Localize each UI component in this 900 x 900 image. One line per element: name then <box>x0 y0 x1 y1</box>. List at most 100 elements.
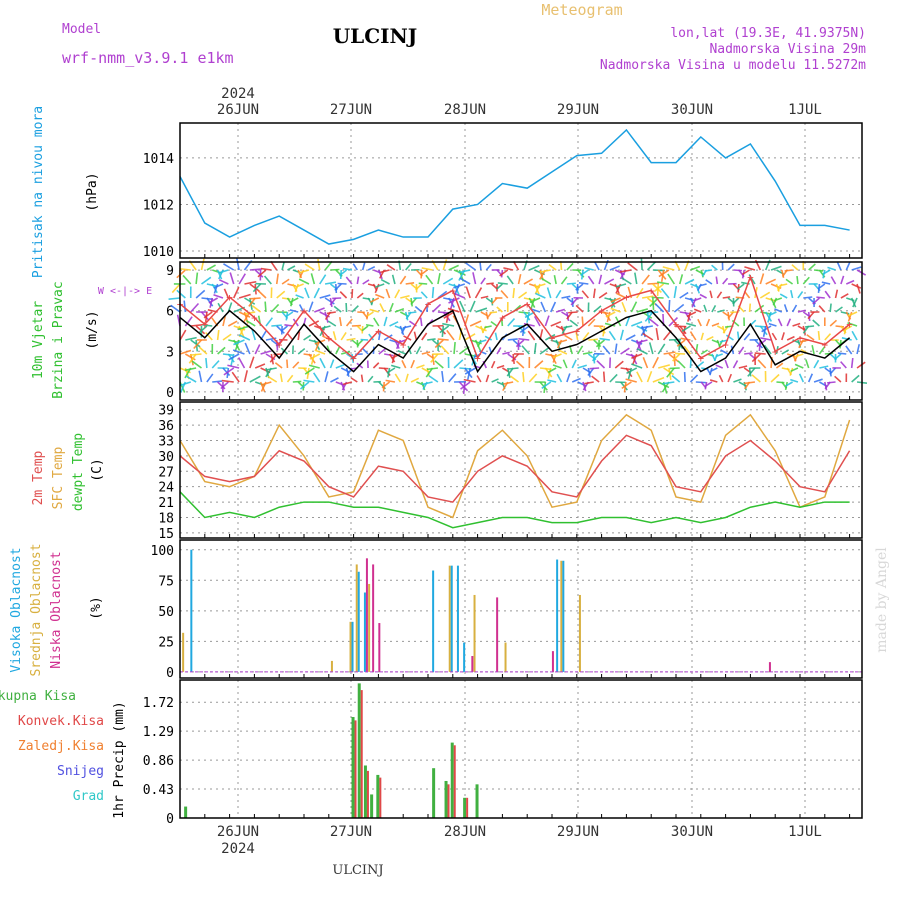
wind-arrow <box>584 381 594 385</box>
wind-arrow <box>391 353 396 364</box>
wind-arrow <box>249 375 261 383</box>
wind-arrow <box>190 302 200 313</box>
wind-arrow <box>773 297 783 302</box>
wind-arrow <box>188 353 197 364</box>
wind-arrow <box>614 283 620 295</box>
wind-arrow <box>711 304 717 313</box>
wind-arrow <box>813 359 820 369</box>
cloud-high-bar <box>556 559 559 672</box>
wind-arrow <box>404 373 409 383</box>
wind-arrow <box>322 335 331 341</box>
wind-arrow <box>834 375 842 383</box>
wind-arrow <box>744 352 753 355</box>
wind-arrow <box>620 347 630 355</box>
wind-arrow <box>441 325 445 338</box>
wind-arrow <box>292 380 302 383</box>
wind-arrow <box>550 320 562 327</box>
wind-arrow <box>314 349 326 355</box>
model-elevation-text: Nadmorska Visina u modelu 11.5272m <box>600 58 866 73</box>
wind-gust-line-marker: + <box>449 284 456 297</box>
temp-dew-label: dewpt Temp <box>71 433 86 511</box>
wind-arrow <box>459 300 466 313</box>
wind-arrow <box>652 356 659 369</box>
wind-gust-line-marker: + <box>772 345 779 358</box>
precip-total-bar <box>475 784 479 818</box>
wind-arrow <box>522 371 525 383</box>
wind-arrow <box>751 374 761 383</box>
wind-arrow <box>619 269 632 273</box>
wind-arrow <box>598 291 608 299</box>
wind-arrow <box>233 339 245 346</box>
y-tick-label: 100 <box>151 544 174 559</box>
wind-arrow <box>432 339 442 348</box>
wind-arrow <box>394 307 405 313</box>
wind-arrow <box>310 353 316 365</box>
wind-arrow <box>533 316 541 327</box>
wind-arrow <box>705 318 711 327</box>
wind-arrow <box>560 276 568 285</box>
wind-arrow <box>430 353 439 363</box>
wind-arrow <box>380 269 390 274</box>
wind-arrow <box>313 339 321 351</box>
wind-arrow <box>220 381 229 390</box>
wind-arrow <box>410 377 420 383</box>
wind-arrow <box>431 286 435 299</box>
wind-arrow <box>518 291 528 299</box>
wind-gust-line-marker: + <box>201 318 208 331</box>
wind-arrow <box>765 311 773 322</box>
wind-arrow <box>821 281 831 285</box>
y-tick-label: 39 <box>158 404 174 419</box>
wind-arrow <box>434 339 444 349</box>
wind-arrow <box>689 297 696 308</box>
cloud-low-bar <box>768 662 771 672</box>
wind-arrow <box>281 278 290 285</box>
wind-arrow <box>503 267 514 271</box>
wind-arrow <box>259 381 266 393</box>
wind-arrow <box>591 375 600 383</box>
wind-arrow <box>566 373 571 383</box>
wind-arrow <box>754 304 765 313</box>
wind-arrow <box>198 325 208 334</box>
wind-arrow <box>547 367 552 379</box>
wind-arrow <box>446 329 455 341</box>
wind-arrow <box>480 277 486 285</box>
wind-arrow <box>641 274 650 285</box>
wind-arrow <box>829 367 832 377</box>
wind-arrow <box>631 363 643 369</box>
wind-arrow <box>552 353 557 363</box>
wind-arrow <box>385 379 396 383</box>
wind-arrow <box>251 329 256 341</box>
wind-arrow <box>813 378 823 383</box>
wind-arrow <box>662 266 675 271</box>
wind-arrow <box>232 349 245 355</box>
wind-arrow <box>604 278 615 285</box>
wind-arrow <box>474 287 483 299</box>
wind-arrow <box>805 325 815 328</box>
wind-arrow <box>689 331 697 341</box>
wind-arrow <box>684 278 695 285</box>
wind-arrow <box>738 346 745 355</box>
wind-arrow <box>709 290 713 299</box>
wind-arrow <box>378 347 387 355</box>
wind-arrow <box>309 353 321 360</box>
wind-arrow <box>568 311 578 314</box>
wind-arrow <box>254 269 264 278</box>
model-name: wrf-nmm_v3.9.1 e1km <box>62 49 234 67</box>
wind-arrow <box>168 297 181 300</box>
wind-arrow <box>693 308 702 313</box>
wind-arrow <box>527 330 536 341</box>
wind-arrow <box>507 318 516 327</box>
wind-arrow <box>552 353 562 359</box>
wind-arrow <box>324 281 337 285</box>
wind-arrow <box>405 262 412 271</box>
wind-gust-line-marker: + <box>573 325 580 338</box>
wind-arrow <box>758 339 762 352</box>
y-tick-label: 75 <box>158 574 174 589</box>
wind-arrow <box>672 353 681 362</box>
wind-arrow <box>535 292 546 299</box>
wind-arrow <box>330 268 340 271</box>
wind-arrow <box>265 317 274 327</box>
wind-arrow <box>517 274 522 285</box>
wind-arrow <box>759 273 765 285</box>
